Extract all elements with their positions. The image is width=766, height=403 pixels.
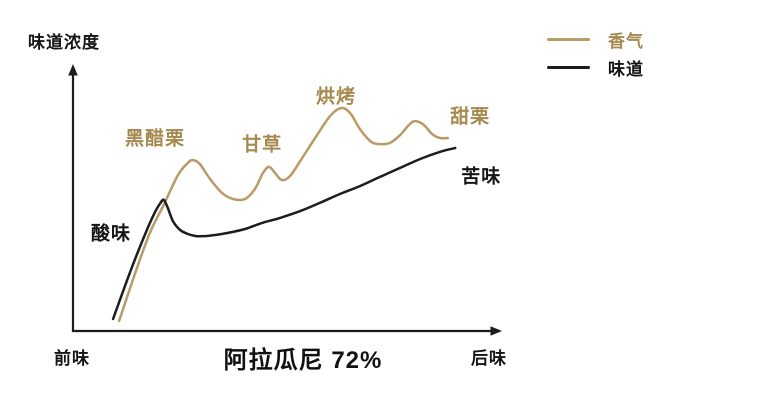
legend-item-taste: 味道: [547, 57, 644, 79]
curves-group: [111, 106, 457, 323]
chart-title: 阿拉瓜尼 72%: [223, 347, 383, 374]
annotation-blackcurrant: 黑醋栗: [124, 128, 185, 150]
annotation-sour: 酸味: [90, 223, 132, 245]
annotation-roasted: 烘烤: [316, 86, 357, 108]
curve-taste: [111, 146, 457, 321]
x-axis-arrow-icon: [490, 326, 502, 336]
legend-label-aroma: 香气: [608, 31, 644, 51]
legend-item-aroma: 香气: [547, 29, 644, 51]
annotation-bitter: 苦味: [461, 166, 502, 188]
x-axis-label-front: 前味: [54, 349, 90, 368]
y-axis-title: 味道浓度: [28, 33, 100, 52]
annotation-licorice: 甘草: [242, 134, 283, 156]
curve-aroma: [117, 106, 450, 323]
legend: 香气 味道: [547, 29, 644, 85]
legend-label-taste: 味道: [608, 59, 644, 79]
annotation-sweet-chestnut: 甜栗: [450, 106, 491, 128]
taste-line-swatch: [547, 65, 590, 69]
x-axis-label-back: 后味: [471, 349, 507, 368]
aroma-line-swatch: [547, 37, 590, 41]
y-axis-arrow-icon: [68, 64, 78, 76]
